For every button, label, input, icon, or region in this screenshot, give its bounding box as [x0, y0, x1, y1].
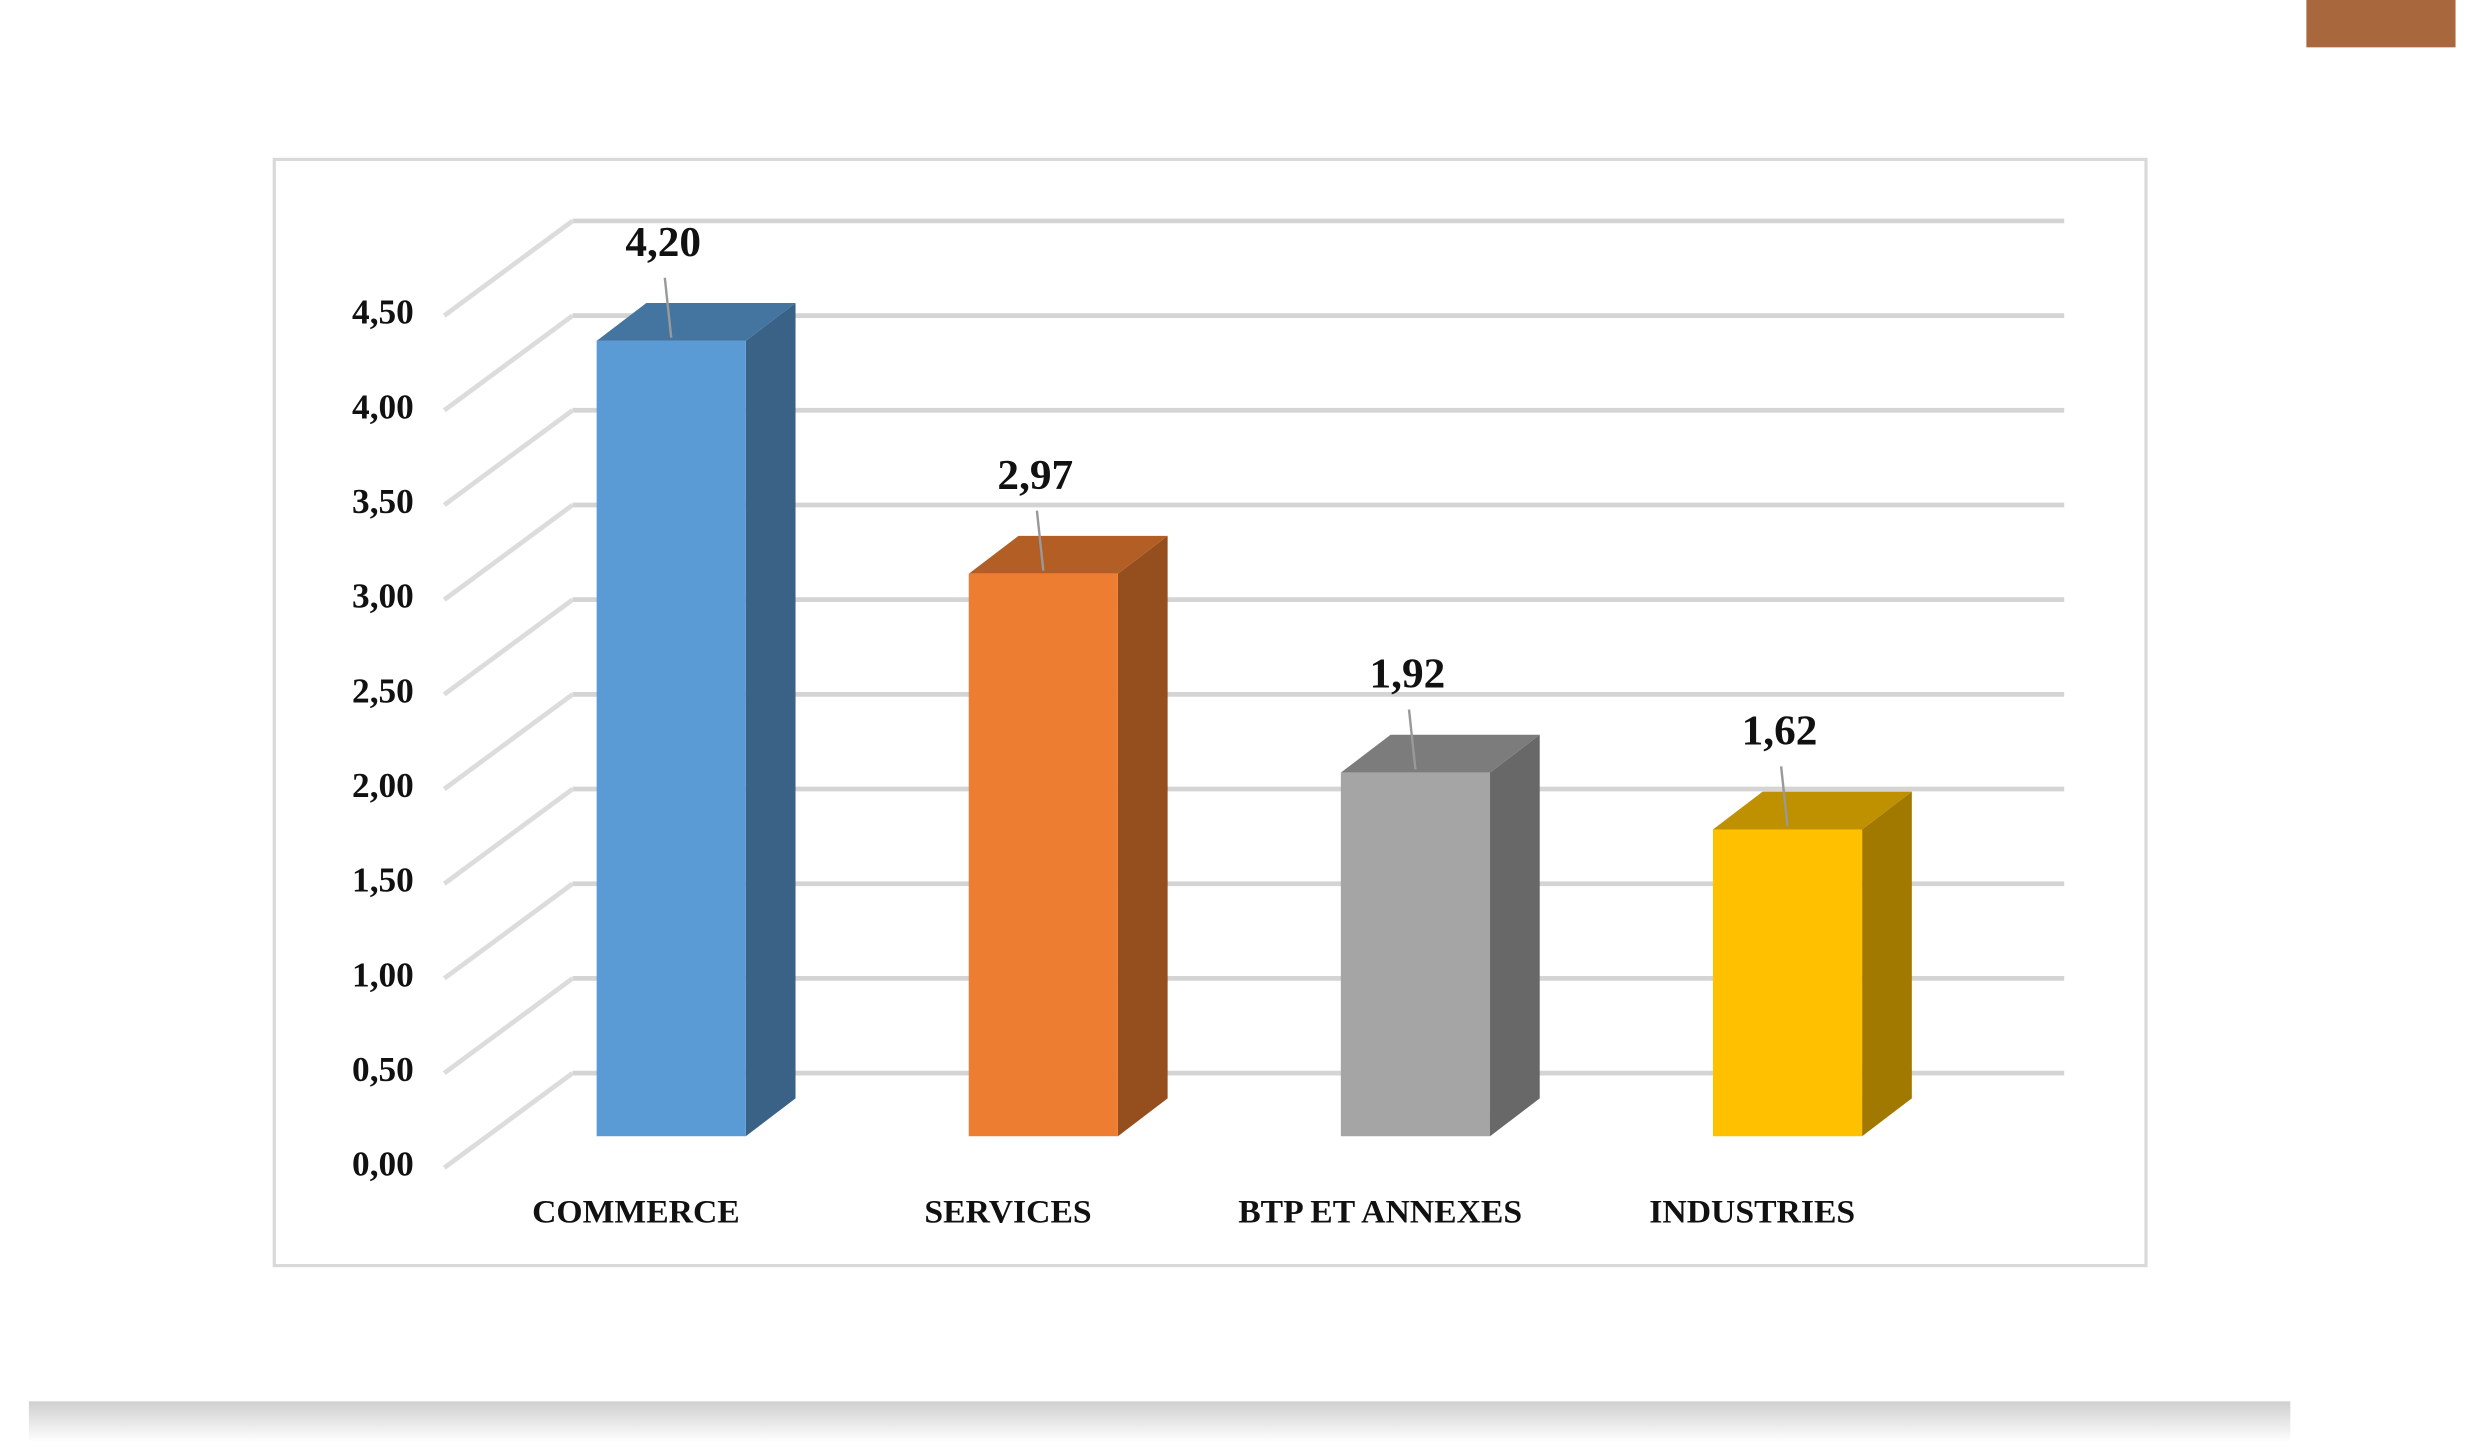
bar	[968, 573, 1118, 1137]
grid-line-side	[442, 976, 575, 1075]
value-label: 1,92	[1370, 651, 1446, 698]
grid-line-side	[442, 881, 575, 981]
y-tick-label: 2,00	[352, 766, 414, 805]
grid-line-side	[442, 787, 575, 886]
y-tick-label: 3,50	[352, 482, 414, 521]
y-tick-label: 4,00	[352, 388, 414, 427]
y-tick-label: 1,00	[352, 956, 414, 995]
y-tick-label: 0,50	[352, 1050, 414, 1089]
grid-line-side	[442, 408, 575, 507]
value-label: 2,97	[997, 452, 1073, 499]
leader-line	[1407, 709, 1417, 770]
bar	[1712, 829, 1863, 1137]
x-tick-label: INDUSTRIES	[1649, 1194, 1855, 1231]
grid-line-side	[442, 597, 575, 697]
bar	[1340, 772, 1491, 1137]
grid-line-side	[442, 503, 575, 602]
grid-line-side	[442, 1071, 575, 1170]
y-tick-label: 2,50	[352, 672, 414, 711]
bar-side	[1490, 734, 1540, 1137]
y-tick-label: 3,00	[352, 577, 414, 616]
leader-line	[1035, 510, 1045, 571]
grid-line-side	[442, 692, 575, 791]
x-tick-label: SERVICES	[924, 1194, 1091, 1231]
leader-line	[1779, 766, 1789, 827]
value-label: 4,20	[625, 219, 701, 266]
y-tick-label: 4,50	[352, 293, 414, 332]
x-tick-label: COMMERCE	[532, 1194, 740, 1231]
grid-line-side	[442, 219, 575, 318]
x-tick-label: BTP ET ANNEXES	[1238, 1194, 1522, 1231]
bar-top	[596, 302, 796, 341]
bar-top	[1712, 791, 1912, 830]
bar-top	[968, 535, 1168, 574]
y-tick-label: 0,00	[352, 1145, 414, 1184]
bar-top	[1340, 734, 1540, 773]
y-tick-label: 1,50	[352, 861, 414, 900]
bar-side	[1862, 791, 1912, 1137]
bar	[596, 340, 746, 1137]
value-label: 1,62	[1742, 708, 1818, 755]
leader-line	[663, 277, 673, 338]
page-shadow	[28, 1401, 2291, 1443]
grid-line-side	[442, 313, 575, 413]
bar-side	[1117, 535, 1168, 1137]
corner-tab	[2306, 0, 2456, 48]
bar-side	[745, 302, 796, 1137]
